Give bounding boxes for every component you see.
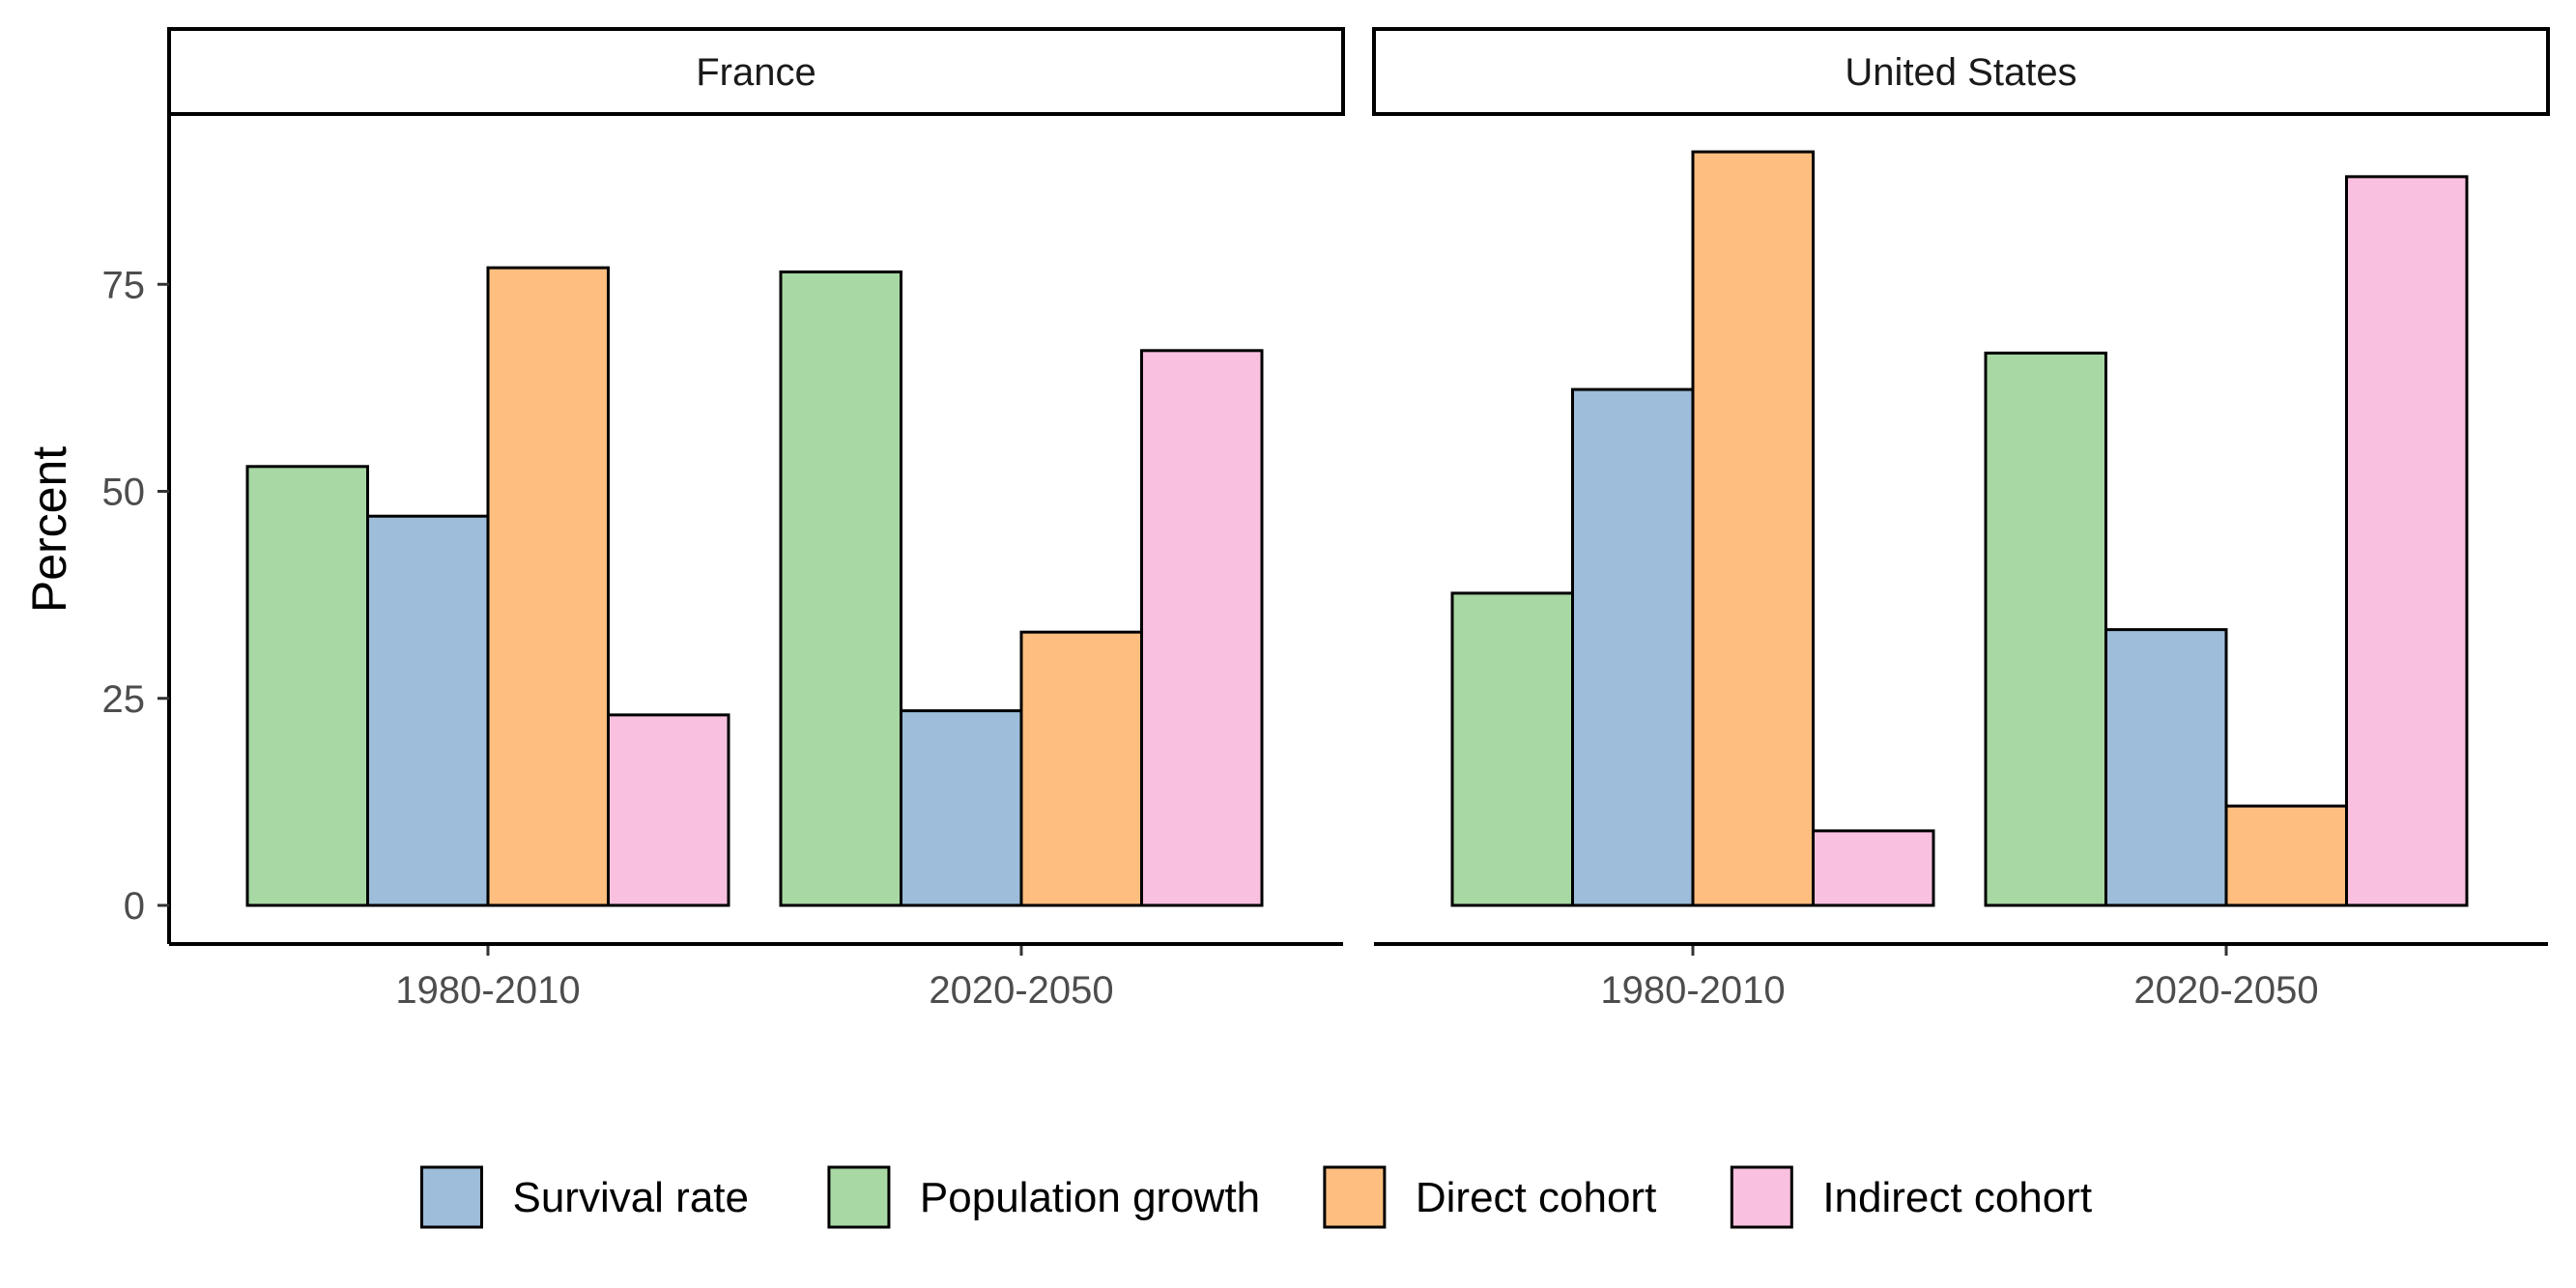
bar-france-2020-2050-indirect-cohort — [1140, 349, 1264, 907]
x-tick-label: 1980-2010 — [395, 969, 580, 1012]
legend-label: Population growth — [920, 1174, 1260, 1221]
legend-swatch — [1323, 1165, 1387, 1229]
bar-france-2020-2050-population-growth — [779, 270, 902, 907]
bar-france-1980-2010-population-growth — [245, 465, 369, 907]
bar-united-states-1980-2010-indirect-cohort — [1812, 829, 1935, 907]
y-axis-title: Percent — [22, 446, 76, 613]
y-tick-label: 25 — [102, 678, 146, 721]
legend-item-population-growth: Population growth — [827, 1165, 1260, 1229]
x-tick-label: 1980-2010 — [1600, 969, 1785, 1012]
y-tick-label: 75 — [102, 264, 146, 306]
bar-france-2020-2050-survival-rate — [900, 709, 1023, 907]
panel-united-states: United States 1980-2010 2020-2050 — [1372, 27, 2550, 1012]
legend-label: Survival rate — [512, 1174, 749, 1221]
bar-france-1980-2010-direct-cohort — [486, 266, 610, 907]
bar-united-states-2020-2050-population-growth — [1984, 351, 2107, 907]
bar-united-states-1980-2010-direct-cohort — [1691, 150, 1815, 907]
bar-united-states-2020-2050-indirect-cohort — [2345, 175, 2469, 907]
legend: Survival rate Population growth Direct coh… — [419, 1165, 2092, 1229]
legend-label: Direct cohort — [1416, 1174, 1656, 1221]
legend-swatch — [419, 1165, 483, 1229]
bar-united-states-2020-2050-survival-rate — [2104, 628, 2228, 907]
x-tick-label: 2020-2050 — [2133, 969, 2318, 1012]
bar-united-states-1980-2010-survival-rate — [1571, 387, 1695, 907]
legend-item-survival-rate: Survival rate — [419, 1165, 749, 1229]
legend-swatch — [827, 1165, 891, 1229]
legend-label: Indirect cohort — [1822, 1174, 2092, 1221]
y-tick-label: 50 — [102, 472, 146, 514]
legend-swatch — [1730, 1165, 1793, 1229]
legend-item-indirect-cohort: Indirect cohort — [1730, 1165, 2092, 1229]
panels: France 1980-2010 2020-2050 United States 198… — [167, 27, 2550, 1012]
panel-title: United States — [1845, 51, 2076, 94]
panel-france: France 1980-2010 2020-2050 — [167, 27, 1345, 1012]
bar-united-states-1980-2010-population-growth — [1450, 591, 1574, 907]
y-axis: 0 25 50 75 — [102, 114, 171, 944]
bar-united-states-2020-2050-direct-cohort — [2224, 804, 2348, 907]
panel-strip — [1372, 27, 2550, 116]
bar-france-1980-2010-indirect-cohort — [607, 713, 730, 907]
bar-france-2020-2050-direct-cohort — [1019, 630, 1143, 907]
x-tick-label: 2020-2050 — [929, 969, 1113, 1012]
bar-france-1980-2010-survival-rate — [366, 514, 490, 907]
legend-item-direct-cohort: Direct cohort — [1323, 1165, 1656, 1229]
y-tick-label: 0 — [124, 885, 145, 928]
panel-strip — [167, 27, 1345, 116]
panel-title: France — [696, 51, 816, 94]
